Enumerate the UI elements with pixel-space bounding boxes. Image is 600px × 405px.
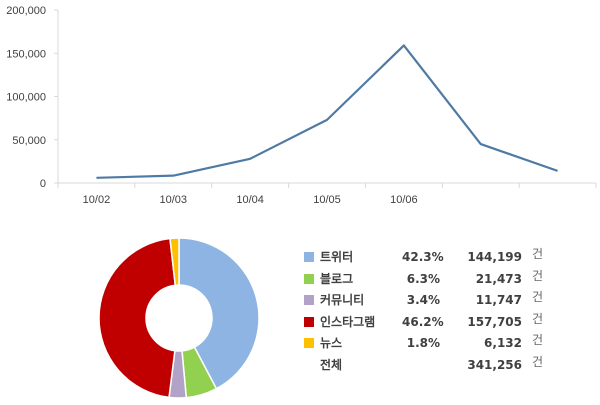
- legend-swatch: [304, 338, 314, 349]
- legend-percent: 6.3%: [406, 271, 440, 286]
- pie-legend: 트위터 42.3% 144,199 건 블로그 6.3% 21,473 건 커뮤니티 3.4% 11…: [304, 247, 594, 377]
- legend-unit: 건: [532, 247, 544, 261]
- donut-slice: [178, 237, 260, 390]
- legend-row: 인스타그램 46.2% 157,705 건: [304, 312, 594, 334]
- x-tick-label: 10/02: [83, 194, 111, 206]
- legend-label: 커뮤니티: [320, 293, 365, 308]
- legend-swatch: [304, 252, 314, 262]
- legend-unit: 건: [532, 290, 544, 305]
- legend-label: 블로그: [320, 271, 354, 286]
- x-tick-label: 10/06: [390, 194, 418, 206]
- legend-total-label: 전체: [320, 357, 343, 372]
- legend-unit: 건: [532, 311, 544, 326]
- legend-percent: 46.2%: [402, 314, 444, 329]
- legend-unit: 건: [532, 268, 544, 283]
- donut-chart: [98, 237, 260, 399]
- legend-unit: 건: [532, 333, 544, 348]
- legend-row: 트위터 42.3% 144,199 건: [304, 247, 594, 269]
- legend-count: 11,747: [475, 293, 522, 308]
- donut-slice: [98, 237, 177, 399]
- legend-row: 뉴스 1.8% 6,132 건: [304, 333, 594, 355]
- y-axis: 0 50,000 100,000 150,000 200,000: [6, 5, 59, 190]
- legend-label: 뉴스: [320, 336, 343, 351]
- y-tick-label: 150,000: [6, 48, 46, 60]
- legend-percent: 3.4%: [406, 293, 440, 308]
- legend-total-row: 전체 341,256 건: [304, 355, 594, 377]
- legend-swatch: [304, 273, 314, 284]
- x-axis: 10/02 10/03 10/04 10/05 10/06: [57, 182, 597, 206]
- line-series: [96, 44, 558, 179]
- legend-row: 블로그 6.3% 21,473 건: [304, 269, 594, 291]
- x-tick-label: 10/03: [160, 194, 188, 206]
- legend-swatch: [304, 316, 314, 327]
- legend-percent: 1.8%: [406, 336, 440, 351]
- legend-total-count: 341,256: [467, 357, 522, 372]
- legend-label: 인스타그램: [320, 314, 376, 329]
- y-tick-label: 200,000: [6, 5, 46, 17]
- y-tick-label: 50,000: [12, 135, 46, 147]
- legend-count: 157,705: [467, 314, 522, 329]
- legend-label: 트위터: [320, 250, 354, 264]
- y-tick-label: 0: [40, 178, 46, 190]
- legend-count: 144,199: [467, 250, 522, 264]
- x-tick-label: 10/04: [236, 194, 264, 206]
- legend-percent: 42.3%: [402, 250, 444, 264]
- legend-row: 커뮤니티 3.4% 11,747 건: [304, 290, 594, 312]
- donut-slice: [169, 237, 180, 287]
- x-tick-label: 10/05: [313, 194, 341, 206]
- legend-count: 6,132: [484, 336, 522, 351]
- y-tick-label: 100,000: [6, 92, 46, 104]
- legend-unit: 건: [532, 354, 544, 369]
- legend-swatch: [304, 295, 314, 306]
- legend-count: 21,473: [475, 271, 522, 286]
